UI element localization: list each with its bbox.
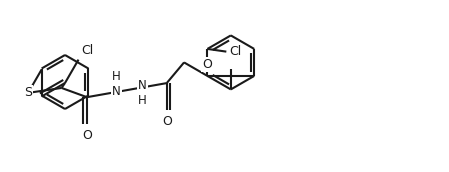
Text: O: O (162, 115, 172, 128)
Text: O: O (82, 129, 92, 142)
Text: N
H: N H (138, 79, 146, 107)
Text: H
N: H N (112, 71, 121, 99)
Text: Cl: Cl (229, 45, 242, 58)
Text: O: O (202, 58, 212, 71)
Text: S: S (24, 86, 32, 99)
Text: Cl: Cl (82, 44, 94, 57)
